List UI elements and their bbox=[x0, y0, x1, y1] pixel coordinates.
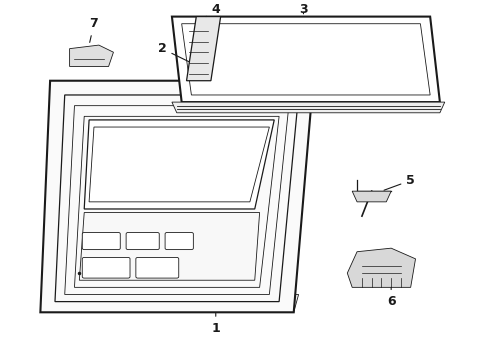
Polygon shape bbox=[84, 120, 274, 209]
Polygon shape bbox=[40, 294, 298, 312]
Polygon shape bbox=[172, 102, 445, 113]
Polygon shape bbox=[40, 81, 313, 312]
Polygon shape bbox=[187, 17, 220, 81]
FancyBboxPatch shape bbox=[126, 233, 159, 249]
Polygon shape bbox=[352, 191, 391, 202]
Text: 6: 6 bbox=[387, 287, 395, 308]
Polygon shape bbox=[347, 248, 416, 287]
Text: 4: 4 bbox=[206, 3, 220, 17]
FancyBboxPatch shape bbox=[82, 233, 120, 249]
Polygon shape bbox=[172, 17, 440, 102]
Polygon shape bbox=[79, 212, 260, 280]
Text: 5: 5 bbox=[384, 174, 415, 190]
FancyBboxPatch shape bbox=[165, 233, 194, 249]
FancyBboxPatch shape bbox=[82, 257, 130, 278]
Text: 7: 7 bbox=[90, 17, 98, 42]
Text: 1: 1 bbox=[211, 313, 220, 335]
Text: 3: 3 bbox=[299, 3, 308, 16]
FancyBboxPatch shape bbox=[136, 257, 179, 278]
Polygon shape bbox=[70, 45, 114, 67]
Text: 2: 2 bbox=[158, 42, 189, 62]
